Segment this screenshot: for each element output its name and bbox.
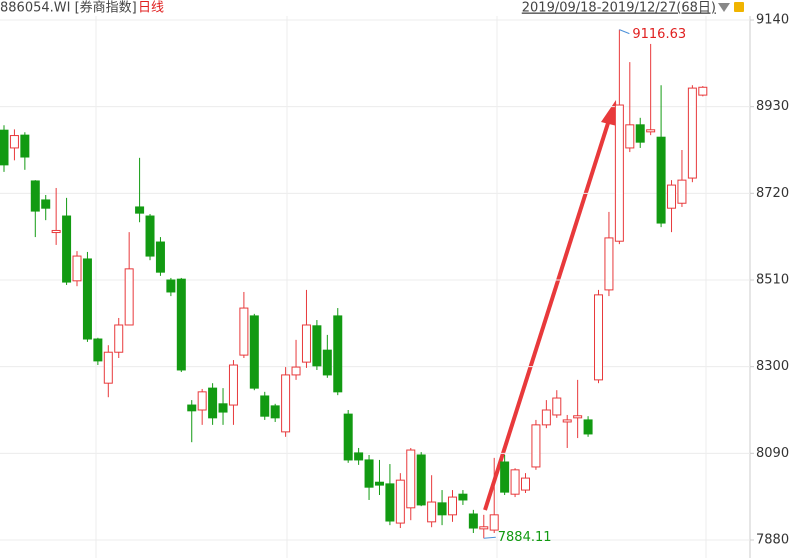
candle-body [604, 237, 614, 291]
y-tick-label: 8720 [756, 186, 789, 201]
candle-body [20, 134, 30, 158]
candle-body [385, 483, 395, 522]
candle-body [155, 241, 165, 273]
candle-body [489, 514, 499, 531]
candle-body [301, 324, 311, 363]
min-annotation: 7884.11 [498, 530, 552, 545]
period: 日线 [138, 1, 164, 16]
candle-body [291, 366, 301, 376]
candle-body [583, 419, 593, 435]
candle-body [176, 278, 186, 371]
candle-body [114, 324, 124, 353]
annotation-leader [483, 536, 496, 539]
candle-body [239, 307, 249, 356]
candle-body [0, 129, 9, 166]
candle-body [30, 180, 40, 212]
candle-body [249, 315, 259, 389]
chart-title: 886054.WI [券商指数] [0, 0, 137, 16]
candle-body [447, 496, 457, 516]
max-annotation: 9116.63 [632, 27, 686, 42]
candle-body [531, 424, 541, 468]
candle-body [9, 135, 19, 149]
candle-body [72, 255, 82, 282]
candle-body [667, 184, 677, 209]
candle-body [354, 452, 364, 461]
candle-body [395, 479, 405, 524]
candle-body [594, 294, 604, 381]
candle-body [124, 268, 134, 326]
candle-body [51, 229, 61, 234]
candle-body [552, 397, 562, 416]
dropdown-icon[interactable] [718, 3, 730, 12]
candle-body [62, 215, 72, 283]
y-tick-label: 9140 [756, 13, 789, 28]
candle-body [656, 136, 666, 224]
candle-body [145, 215, 155, 257]
candle-body [541, 409, 551, 426]
candle-body [646, 129, 656, 133]
candle-body [687, 87, 697, 179]
candle-body [103, 351, 113, 384]
candle-body [187, 404, 197, 412]
candle-body [343, 413, 353, 461]
candle-body [416, 454, 426, 506]
candle-body [614, 104, 624, 242]
candle-body [166, 279, 176, 293]
annotation-leader [619, 29, 630, 35]
candle-body [562, 419, 572, 423]
lock-icon[interactable] [734, 2, 744, 12]
y-tick-label: 8090 [756, 446, 789, 461]
vertical-grid [95, 16, 707, 558]
candle-body [93, 338, 103, 362]
candle-body [208, 387, 218, 419]
candle-body [281, 374, 291, 433]
candle-body [364, 459, 374, 488]
y-tick-label: 8930 [756, 99, 789, 114]
candle-body [218, 403, 228, 413]
date-range[interactable]: 2019/09/18-2019/12/27(68日) [522, 1, 716, 16]
candle-body [510, 469, 520, 495]
candle-body [458, 493, 468, 501]
y-tick-label: 7880 [756, 533, 789, 548]
y-tick-label: 8510 [756, 273, 789, 288]
candle-body [437, 502, 447, 516]
candle-body [374, 481, 384, 486]
candle-body [270, 405, 280, 419]
candle-body [468, 513, 478, 529]
candle-body [322, 349, 332, 376]
candle-body [677, 179, 687, 204]
candle-body [406, 449, 416, 509]
candle-body [135, 206, 145, 214]
candle-body [479, 526, 489, 530]
candle-body [698, 86, 708, 96]
candle-body [500, 461, 510, 493]
candle-body [228, 364, 238, 406]
candle-body [635, 124, 645, 143]
candle-body [625, 124, 635, 149]
candle-body [260, 395, 270, 417]
y-tick-label: 8300 [756, 359, 789, 374]
candle-body [197, 391, 207, 411]
candle-body [41, 199, 51, 209]
candle-body [573, 415, 583, 419]
candle-body [312, 325, 322, 367]
candle-body [427, 501, 437, 523]
candle-body [82, 258, 92, 340]
candle-body [333, 315, 343, 393]
candle-body [521, 477, 530, 491]
